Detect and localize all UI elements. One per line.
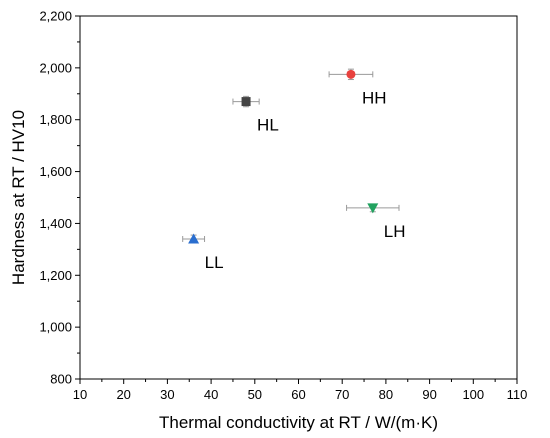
data-point-ll — [188, 233, 200, 244]
x-tick-label: 110 — [507, 387, 528, 402]
y-tick-label: 1,000 — [39, 320, 72, 335]
data-point-lh — [367, 203, 379, 214]
x-tick-label: 40 — [204, 387, 218, 402]
x-tick-label: 70 — [335, 387, 349, 402]
point-label-lh: LH — [384, 222, 406, 241]
y-axis-title: Hardness at RT / HV10 — [9, 110, 28, 285]
x-tick-label: 50 — [248, 387, 262, 402]
point-label-hh: HH — [362, 88, 387, 107]
x-tick-label: 60 — [291, 387, 305, 402]
x-tick-label: 100 — [462, 387, 484, 402]
y-tick-label: 2,200 — [39, 9, 72, 24]
point-labels-layer: HH HL LH LL — [205, 88, 406, 272]
y-tick-label: 800 — [50, 372, 72, 387]
y-tick-label: 1,800 — [39, 112, 72, 127]
x-tick-label: 80 — [379, 387, 393, 402]
point-label-ll: LL — [205, 253, 224, 272]
data-point-hh — [346, 69, 356, 79]
point-label-hl: HL — [257, 116, 279, 135]
x-axis: 10 20 30 40 50 60 70 80 90 100 110 — [73, 379, 528, 402]
x-tick-label: 20 — [116, 387, 130, 402]
y-tick-label: 1,400 — [39, 216, 72, 231]
y-tick-label: 1,600 — [39, 164, 72, 179]
x-tick-label: 90 — [422, 387, 436, 402]
y-tick-label: 1,200 — [39, 268, 72, 283]
x-tick-label: 10 — [73, 387, 87, 402]
x-tick-label: 30 — [160, 387, 174, 402]
y-tick-label: 2,000 — [39, 60, 72, 75]
x-axis-title: Thermal conductivity at RT / W/(m·K) — [159, 413, 438, 432]
markers-layer — [188, 69, 379, 244]
y-axis: 800 1,000 1,200 1,400 1,600 1,800 2,000 2,200 — [39, 9, 80, 387]
plot-frame — [79, 15, 518, 380]
data-point-hl — [241, 97, 251, 107]
